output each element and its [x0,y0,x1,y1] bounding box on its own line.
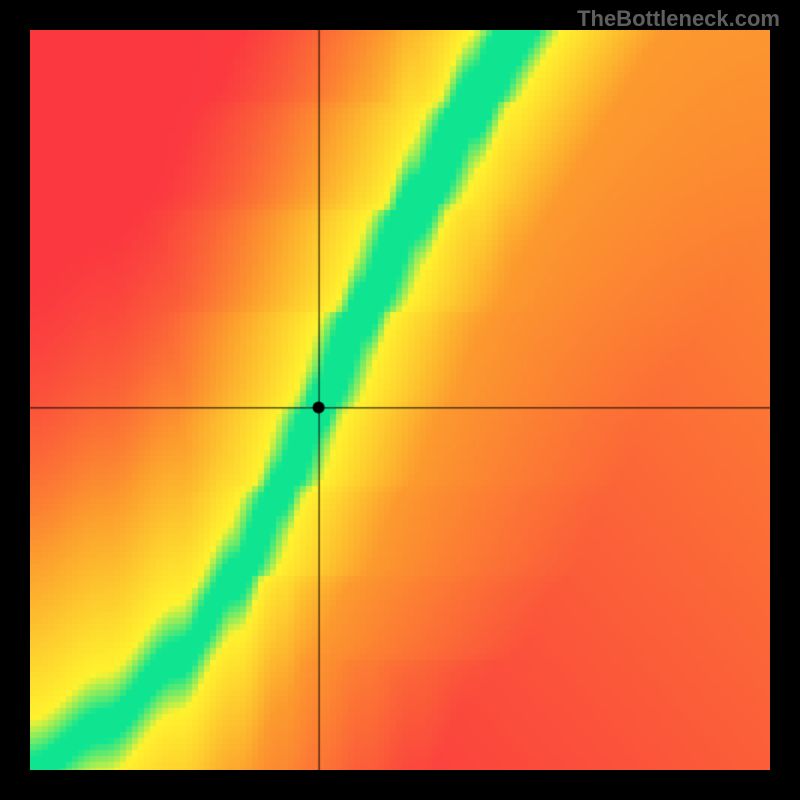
watermark-text: TheBottleneck.com [577,6,780,32]
heatmap-canvas [30,30,770,770]
bottleneck-heatmap [30,30,770,770]
